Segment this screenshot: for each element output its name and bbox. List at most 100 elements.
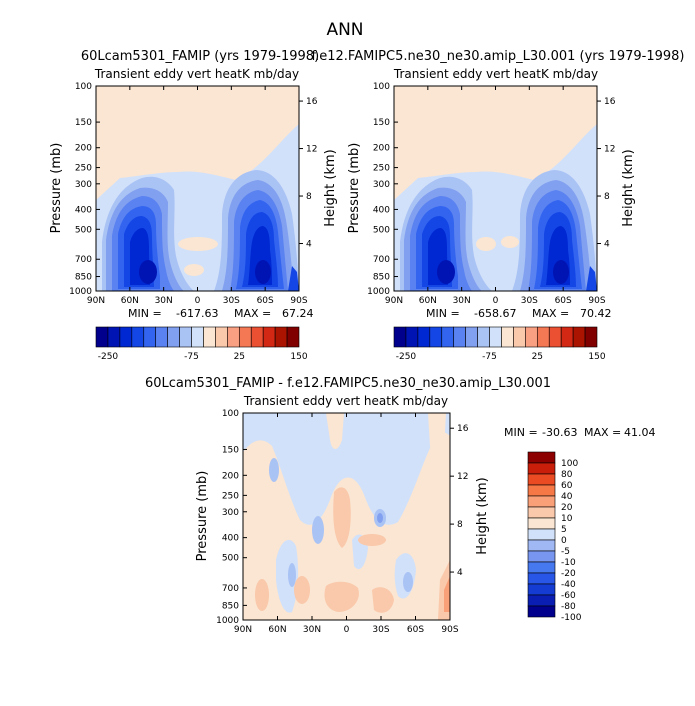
y-tick-label: 100	[373, 82, 390, 92]
y-tick-label: 150	[75, 118, 92, 128]
y-right-tick-label: 12	[306, 145, 317, 155]
x-tick-label: 60S	[257, 296, 274, 306]
colorbar-box	[262, 326, 276, 348]
colorbar-label: 150	[290, 352, 307, 362]
min-label: MIN =	[426, 307, 460, 320]
y-tick-label: 1000	[216, 616, 239, 626]
y-tick-label: 250	[75, 164, 92, 174]
colorbar-box	[527, 495, 556, 508]
contour-fill	[428, 413, 446, 458]
plot-title: Transient eddy vert heatK mb/day	[94, 67, 299, 81]
y-tick-label: 1000	[69, 287, 92, 297]
y-tick-label: 200	[222, 471, 239, 481]
contour-fill	[476, 237, 496, 251]
y-tick-label: 500	[373, 225, 390, 235]
x-tick-label: 90N	[87, 296, 105, 306]
colorbar-box	[527, 484, 556, 497]
colorbar-label: -40	[561, 580, 576, 590]
contour-fill	[586, 266, 597, 291]
x-tick-label: 90N	[385, 296, 403, 306]
y-tick-label: 500	[222, 554, 239, 564]
colorbar-box	[584, 326, 598, 348]
colorbar-box	[560, 326, 574, 348]
colorbar-label: 150	[588, 352, 605, 362]
colorbar-label: -10	[561, 558, 576, 568]
colorbar-label: -80	[561, 602, 576, 612]
colorbar-box	[215, 326, 228, 348]
min-label: MIN =	[504, 426, 538, 439]
x-tick-label: 0	[195, 296, 201, 306]
colorbar-box	[286, 326, 300, 348]
panel-bottom: 60Lcam5301_FAMIP - f.e12.FAMIPC5.ne30_ne…	[145, 376, 656, 635]
colorbar-box	[203, 326, 216, 348]
y-right-tick-label: 8	[604, 192, 610, 202]
contour-fill	[501, 236, 519, 248]
y-tick-label: 150	[373, 118, 390, 128]
colorbar-label: 100	[561, 459, 578, 469]
colorbar-box	[527, 462, 556, 475]
colorbar-label: -20	[561, 569, 576, 579]
colorbar-label: 25	[532, 352, 543, 362]
min-value: -658.67	[474, 307, 516, 320]
contour-fill	[312, 516, 324, 544]
y-tick-label: 250	[222, 491, 239, 501]
colorbar-box	[405, 326, 419, 348]
y-tick-label: 400	[222, 534, 239, 544]
colorbar-label: -5	[561, 547, 570, 557]
x-tick-label: 90S	[441, 625, 458, 635]
y-tick-label: 300	[222, 508, 239, 518]
y-tick-label: 100	[75, 82, 92, 92]
colorbar-box	[274, 326, 288, 348]
x-tick-label: 90N	[234, 625, 252, 635]
y-right-tick-label: 8	[306, 192, 312, 202]
y-tick-label: 700	[222, 584, 239, 594]
contour-fill	[184, 264, 204, 276]
colorbar-box	[527, 550, 556, 563]
x-axis: 90N 60N 30N 0 30S 60S 90S	[234, 413, 459, 635]
y-right-tick-label: 4	[457, 568, 463, 578]
y-right-tick-label: 4	[604, 240, 610, 250]
y-right-tick-label: 8	[457, 520, 463, 530]
y-tick-label: 850	[373, 273, 390, 283]
y-right-tick-label: 12	[604, 145, 615, 155]
contour-fill	[403, 572, 413, 592]
y-axis-right-label: Height (km)	[323, 149, 338, 226]
x-tick-label: 30N	[155, 296, 173, 306]
colorbar-label: 40	[561, 492, 573, 502]
case-title: f.e12.FAMIPC5.ne30_ne30.amip_L30.001 (yr…	[312, 49, 685, 64]
contour-fill	[294, 576, 310, 604]
colorbar-label: -250	[98, 352, 119, 362]
x-tick-label: 30N	[453, 296, 471, 306]
colorbar-box	[477, 326, 490, 348]
x-tick-label: 90S	[588, 296, 605, 306]
y-axis-right-label: Height (km)	[621, 149, 636, 226]
y-axis-right-label: Height (km)	[475, 477, 490, 554]
contour-fill	[324, 581, 359, 612]
contour-fill	[437, 260, 455, 284]
colorbar-box	[191, 326, 204, 348]
contour-fill	[288, 563, 296, 587]
y-tick-label: 300	[75, 180, 92, 190]
figure-title: ANN	[326, 20, 363, 40]
colorbar-label: 10	[561, 514, 573, 524]
max-label: MAX =	[584, 426, 621, 439]
colorbar-box	[250, 326, 264, 348]
y-tick-label: 700	[75, 255, 92, 265]
colorbar-box	[227, 326, 240, 348]
x-tick-label: 30S	[521, 296, 538, 306]
y-axis: 100 150 200 250 300 400 500 700 850 1000	[69, 82, 100, 297]
contour-fill	[269, 458, 279, 482]
colorbar-label: -75	[482, 352, 497, 362]
x-tick-label: 90S	[290, 296, 307, 306]
colorbar-label: 60	[561, 481, 573, 491]
x-axis: 90N 60N 30N 0 30S 60S 90S	[385, 86, 606, 306]
colorbar-box	[489, 326, 502, 348]
colorbar-box	[167, 326, 180, 348]
y-tick-label: 200	[373, 144, 390, 154]
colorbar-box	[501, 326, 514, 348]
y-axis-right: 16 12 8 4	[597, 97, 616, 250]
colorbar-box	[527, 539, 556, 552]
y-tick-label: 1000	[367, 287, 390, 297]
